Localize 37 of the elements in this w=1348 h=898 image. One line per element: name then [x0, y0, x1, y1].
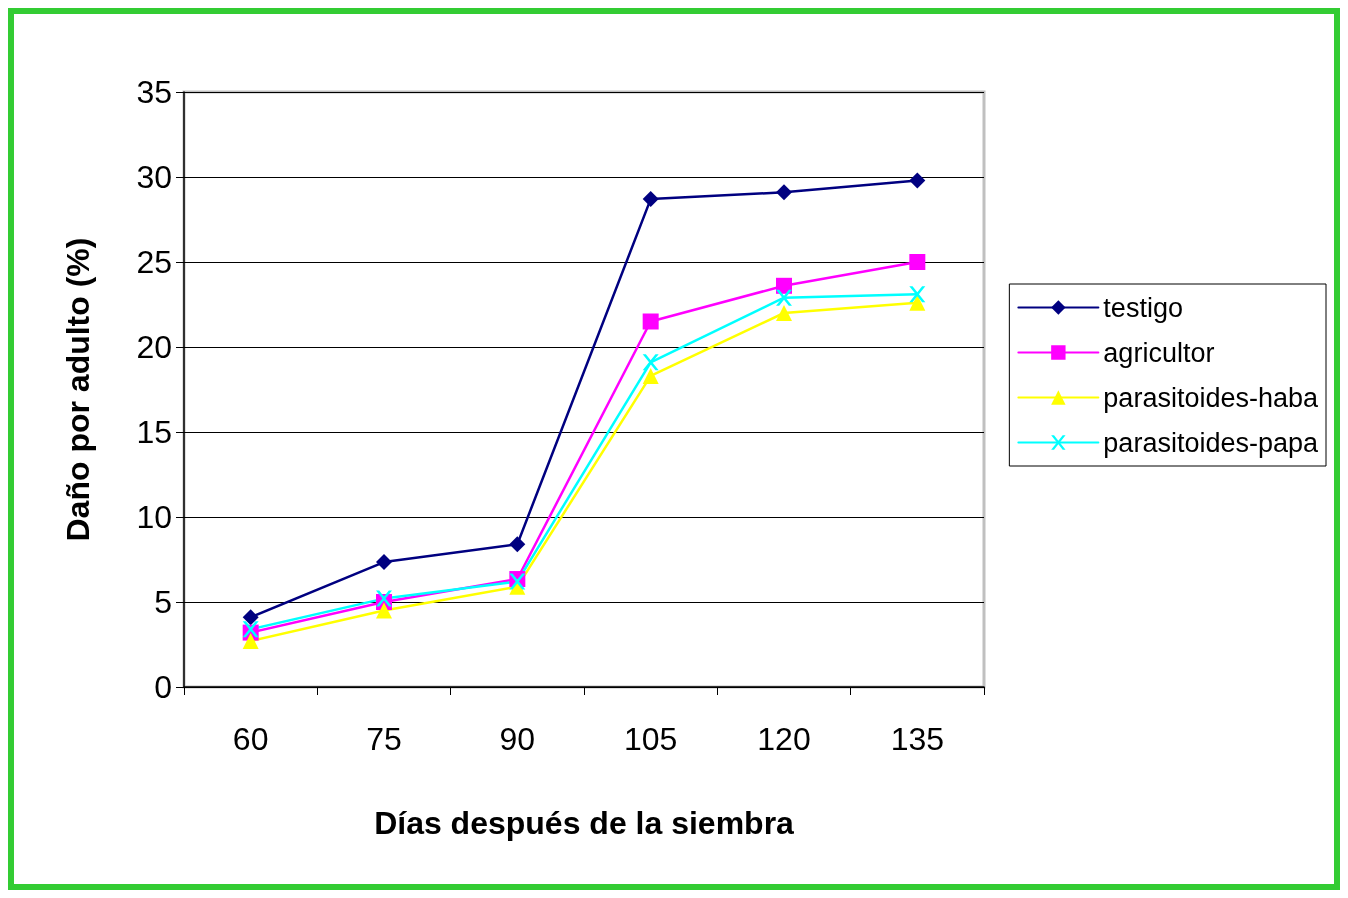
point — [376, 590, 392, 607]
y-tick-label: 20 — [136, 329, 172, 365]
y-tick-label: 30 — [136, 159, 172, 195]
point — [909, 172, 926, 189]
point — [776, 184, 792, 201]
legend-label: agricultor — [1103, 337, 1215, 368]
point — [242, 633, 259, 650]
y-tick-label: 15 — [136, 414, 172, 450]
y-tick-label: 10 — [136, 499, 172, 535]
point — [909, 294, 926, 311]
point — [776, 289, 792, 306]
y-tick-label: 25 — [136, 244, 172, 280]
point — [376, 602, 392, 619]
x-tick-label: 60 — [232, 721, 269, 757]
point — [909, 254, 926, 270]
point — [909, 286, 926, 303]
point — [642, 191, 659, 208]
x-axis-title: Días después de la siembra — [374, 805, 795, 841]
x-tick-label: 105 — [623, 721, 678, 757]
point — [376, 554, 392, 571]
legend-label: parasitoides-papa — [1103, 427, 1319, 458]
y-tick-label: 5 — [154, 584, 172, 620]
point — [509, 536, 526, 553]
x-tick-label: 90 — [499, 721, 536, 757]
point — [242, 609, 259, 626]
x-tick-label: 75 — [366, 721, 402, 757]
point — [642, 367, 659, 384]
y-axis-title: Daño por adulto (%) — [60, 237, 96, 542]
y-tick-label: 35 — [136, 74, 172, 110]
x-tick-label: 120 — [757, 721, 811, 757]
legend-label: parasitoides-haba — [1103, 382, 1319, 413]
point — [776, 305, 792, 321]
legend-label: testigo — [1103, 292, 1183, 323]
y-tick-label: 0 — [154, 669, 172, 705]
x-tick-label: 135 — [890, 721, 945, 757]
point — [642, 354, 659, 371]
point — [642, 313, 659, 330]
